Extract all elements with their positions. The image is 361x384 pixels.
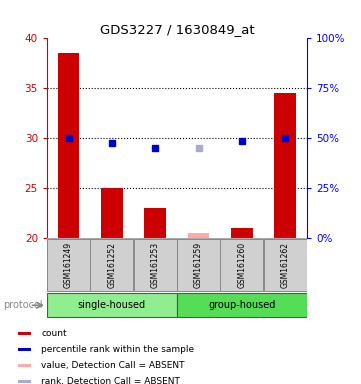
Bar	[144, 208, 166, 238]
Text: value, Detection Call = ABSENT: value, Detection Call = ABSENT	[42, 361, 185, 370]
FancyBboxPatch shape	[47, 239, 90, 291]
Title: GDS3227 / 1630849_at: GDS3227 / 1630849_at	[100, 23, 254, 36]
FancyBboxPatch shape	[47, 293, 177, 317]
Text: GSM161249: GSM161249	[64, 242, 73, 288]
Text: percentile rank within the sample: percentile rank within the sample	[42, 345, 195, 354]
FancyBboxPatch shape	[134, 239, 177, 291]
Text: GSM161252: GSM161252	[108, 242, 116, 288]
Text: GSM161259: GSM161259	[194, 242, 203, 288]
FancyBboxPatch shape	[18, 348, 31, 351]
FancyBboxPatch shape	[177, 239, 220, 291]
Bar	[188, 233, 209, 238]
FancyBboxPatch shape	[91, 239, 133, 291]
Bar	[231, 228, 253, 238]
Text: protocol: protocol	[4, 300, 43, 310]
Text: group-housed: group-housed	[208, 300, 275, 310]
Text: GSM161262: GSM161262	[281, 242, 290, 288]
FancyBboxPatch shape	[177, 293, 307, 317]
Bar	[58, 53, 79, 238]
Bar	[101, 188, 123, 238]
FancyBboxPatch shape	[221, 239, 263, 291]
FancyBboxPatch shape	[18, 332, 31, 335]
Text: rank, Detection Call = ABSENT: rank, Detection Call = ABSENT	[42, 377, 180, 384]
Text: GSM161260: GSM161260	[238, 242, 246, 288]
FancyBboxPatch shape	[264, 239, 306, 291]
Text: count: count	[42, 329, 67, 338]
Text: single-housed: single-housed	[78, 300, 146, 310]
Bar	[274, 93, 296, 238]
Text: GSM161253: GSM161253	[151, 242, 160, 288]
FancyBboxPatch shape	[18, 380, 31, 383]
FancyBboxPatch shape	[18, 364, 31, 367]
